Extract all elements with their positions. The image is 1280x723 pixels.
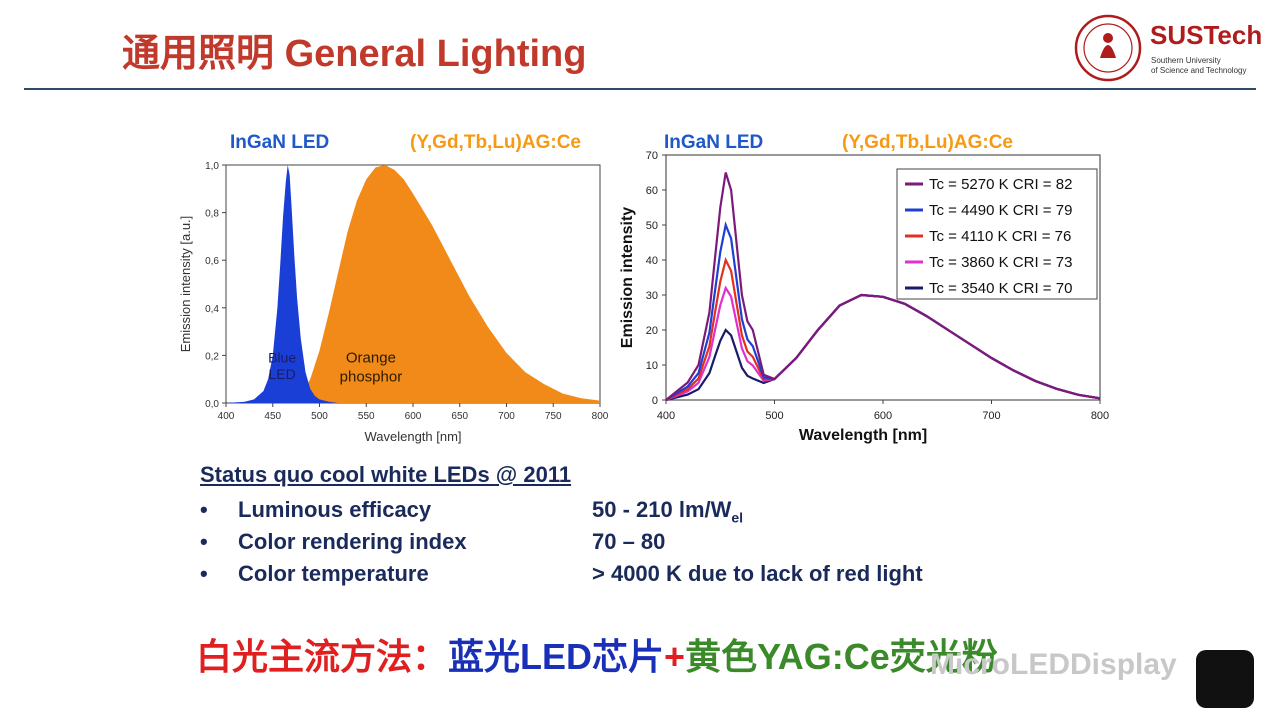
x-tick-label: 700 <box>498 411 515 422</box>
university-seal-icon <box>1074 14 1142 82</box>
row-label: Color temperature <box>238 561 429 586</box>
right-chart-head-led: InGaN LED <box>664 132 764 153</box>
y-tick-label: 0 <box>652 395 658 407</box>
x-tick-label: 500 <box>311 411 328 422</box>
logo-sub-line-1: Southern University <box>1151 56 1221 65</box>
logo-name: SUSTech <box>1150 20 1263 50</box>
method-label: 白光主流方法： <box>196 636 449 677</box>
series-line <box>665 172 1101 401</box>
legend-label: Tc = 3860 K CRI = 73 <box>929 254 1072 271</box>
series-area-orange-phosphor <box>291 165 600 403</box>
series-area-blue-led <box>226 165 339 403</box>
series-label-orange-line2: phosphor <box>340 369 403 386</box>
row-value: 70 – 80 <box>592 529 666 554</box>
method-blue-chip: 蓝光LED芯片 <box>448 636 665 677</box>
x-tick-label: 600 <box>874 410 892 422</box>
y-tick-label: 10 <box>646 360 658 372</box>
bullet: • <box>200 561 208 586</box>
x-axis-label: Wavelength [nm] <box>364 429 461 444</box>
efficacy-subscript: el <box>731 509 744 526</box>
x-tick-label: 800 <box>1091 410 1109 422</box>
status-title: Status quo cool white LEDs @ 2011 <box>200 462 572 487</box>
y-tick-label: 20 <box>646 325 658 337</box>
title-cn: 通用照明 <box>122 33 275 75</box>
bullet: • <box>200 497 208 522</box>
logo-subtitle: Southern University of Science and Techn… <box>1151 56 1246 76</box>
x-tick-label: 800 <box>592 411 609 422</box>
y-tick-label: 0,0 <box>205 399 219 410</box>
method-plus: + <box>664 636 686 677</box>
y-tick-label: 0,2 <box>205 351 219 362</box>
legend-label: Tc = 5270 K CRI = 82 <box>929 176 1072 193</box>
y-tick-label: 30 <box>646 290 658 302</box>
x-tick-label: 650 <box>451 411 468 422</box>
row-label: Color rendering index <box>238 529 467 554</box>
y-tick-label: 0,8 <box>205 209 219 220</box>
row-value: 50 - 210 lm/Wel <box>592 497 743 525</box>
slide-title: 通用照明 General Lighting <box>122 22 586 77</box>
series-label-blue-line1: Blue <box>268 350 296 366</box>
x-tick-label: 400 <box>657 410 675 422</box>
y-tick-label: 1,0 <box>205 161 219 172</box>
series-label-orange-line1: Orange <box>346 350 396 367</box>
y-tick-label: 60 <box>646 185 658 197</box>
legend-label: Tc = 4490 K CRI = 79 <box>929 202 1072 219</box>
x-tick-label: 450 <box>264 411 281 422</box>
x-tick-label: 550 <box>358 411 375 422</box>
row-label: Luminous efficacy <box>238 497 432 522</box>
watermark-logo-icon <box>1196 650 1254 708</box>
left-chart-head-led: InGaN LED <box>230 132 330 153</box>
right-chart-head-phosphor: (Y,Gd,Tb,Lu)AG:Ce <box>842 132 1013 153</box>
y-axis-label: Emission intensity [a.u.] <box>178 216 193 353</box>
y-tick-label: 0,6 <box>205 256 219 267</box>
series-label-blue-line2: LED <box>268 366 295 382</box>
y-tick-label: 0,4 <box>205 304 219 315</box>
x-tick-label: 750 <box>545 411 562 422</box>
efficacy-value: 50 - 210 lm/W <box>592 497 732 522</box>
y-tick-label: 50 <box>646 220 658 232</box>
row-value: > 4000 K due to lack of red light <box>592 561 923 586</box>
logo-sub-line-2: of Science and Technology <box>1151 66 1247 75</box>
y-tick-label: 70 <box>646 150 658 162</box>
method-yellow-phosphor: 黄色YAG:Ce荧光粉 <box>685 636 998 677</box>
legend-box <box>896 168 1098 300</box>
title-en: General Lighting <box>284 33 587 75</box>
watermark-text: MicroLEDDisplay <box>930 648 1177 681</box>
legend-label: Tc = 4110 K CRI = 76 <box>929 228 1071 245</box>
bullet: • <box>200 529 208 554</box>
legend-label: Tc = 3540 K CRI = 70 <box>929 280 1072 297</box>
x-tick-label: 500 <box>765 410 783 422</box>
x-tick-label: 400 <box>218 411 235 422</box>
header-divider <box>24 88 1256 90</box>
y-tick-label: 40 <box>646 255 658 267</box>
x-tick-label: 700 <box>982 410 1000 422</box>
left-chart-head-phosphor: (Y,Gd,Tb,Lu)AG:Ce <box>410 132 581 153</box>
x-axis-label: Wavelength [nm] <box>799 427 927 444</box>
spectrum-chart-right: 0 10 20 30 40 50 60 70 400 500 600 700 800 Tc = 5270 … <box>619 150 1109 444</box>
white-light-method: 白光主流方法：蓝光LED芯片+黄色YAG:Ce荧光粉 <box>196 628 998 680</box>
y-axis-label: Emission intensity <box>619 207 636 348</box>
x-tick-label: 600 <box>405 411 422 422</box>
